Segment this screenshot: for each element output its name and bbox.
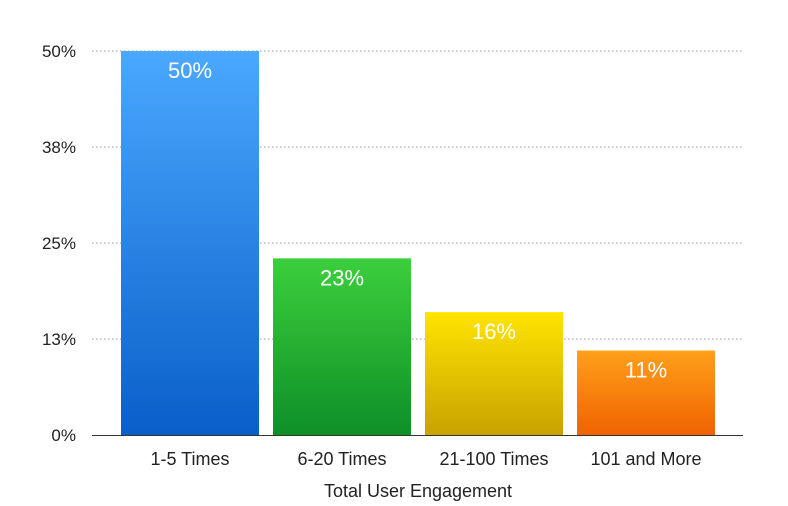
data-label-2: 23% xyxy=(320,265,364,290)
y-axis-ticks: 0% 13% 25% 38% 50% xyxy=(42,42,76,445)
category-label-3: 21-100 Times xyxy=(439,449,548,469)
bar-2 xyxy=(273,258,411,435)
x-axis-title: Total User Engagement xyxy=(324,481,512,501)
category-label-4: 101 and More xyxy=(590,449,701,469)
category-label-1: 1-5 Times xyxy=(150,449,229,469)
bar-3 xyxy=(425,312,563,435)
x-axis-categories: 1-5 Times 6-20 Times 21-100 Times 101 and M… xyxy=(150,449,701,469)
y-tick-label: 25% xyxy=(42,234,76,253)
y-tick-label: 50% xyxy=(42,42,76,61)
category-label-2: 6-20 Times xyxy=(297,449,386,469)
y-tick-label: 13% xyxy=(42,330,76,349)
bar-4 xyxy=(577,350,715,435)
bar-1 xyxy=(121,51,259,435)
y-tick-label: 0% xyxy=(51,426,76,445)
data-label-4: 11% xyxy=(625,358,667,383)
data-label-1: 50% xyxy=(168,58,212,83)
y-tick-label: 38% xyxy=(42,138,76,157)
bars: 50% 23% 16% 11% xyxy=(121,51,715,435)
data-label-3: 16% xyxy=(472,319,516,344)
